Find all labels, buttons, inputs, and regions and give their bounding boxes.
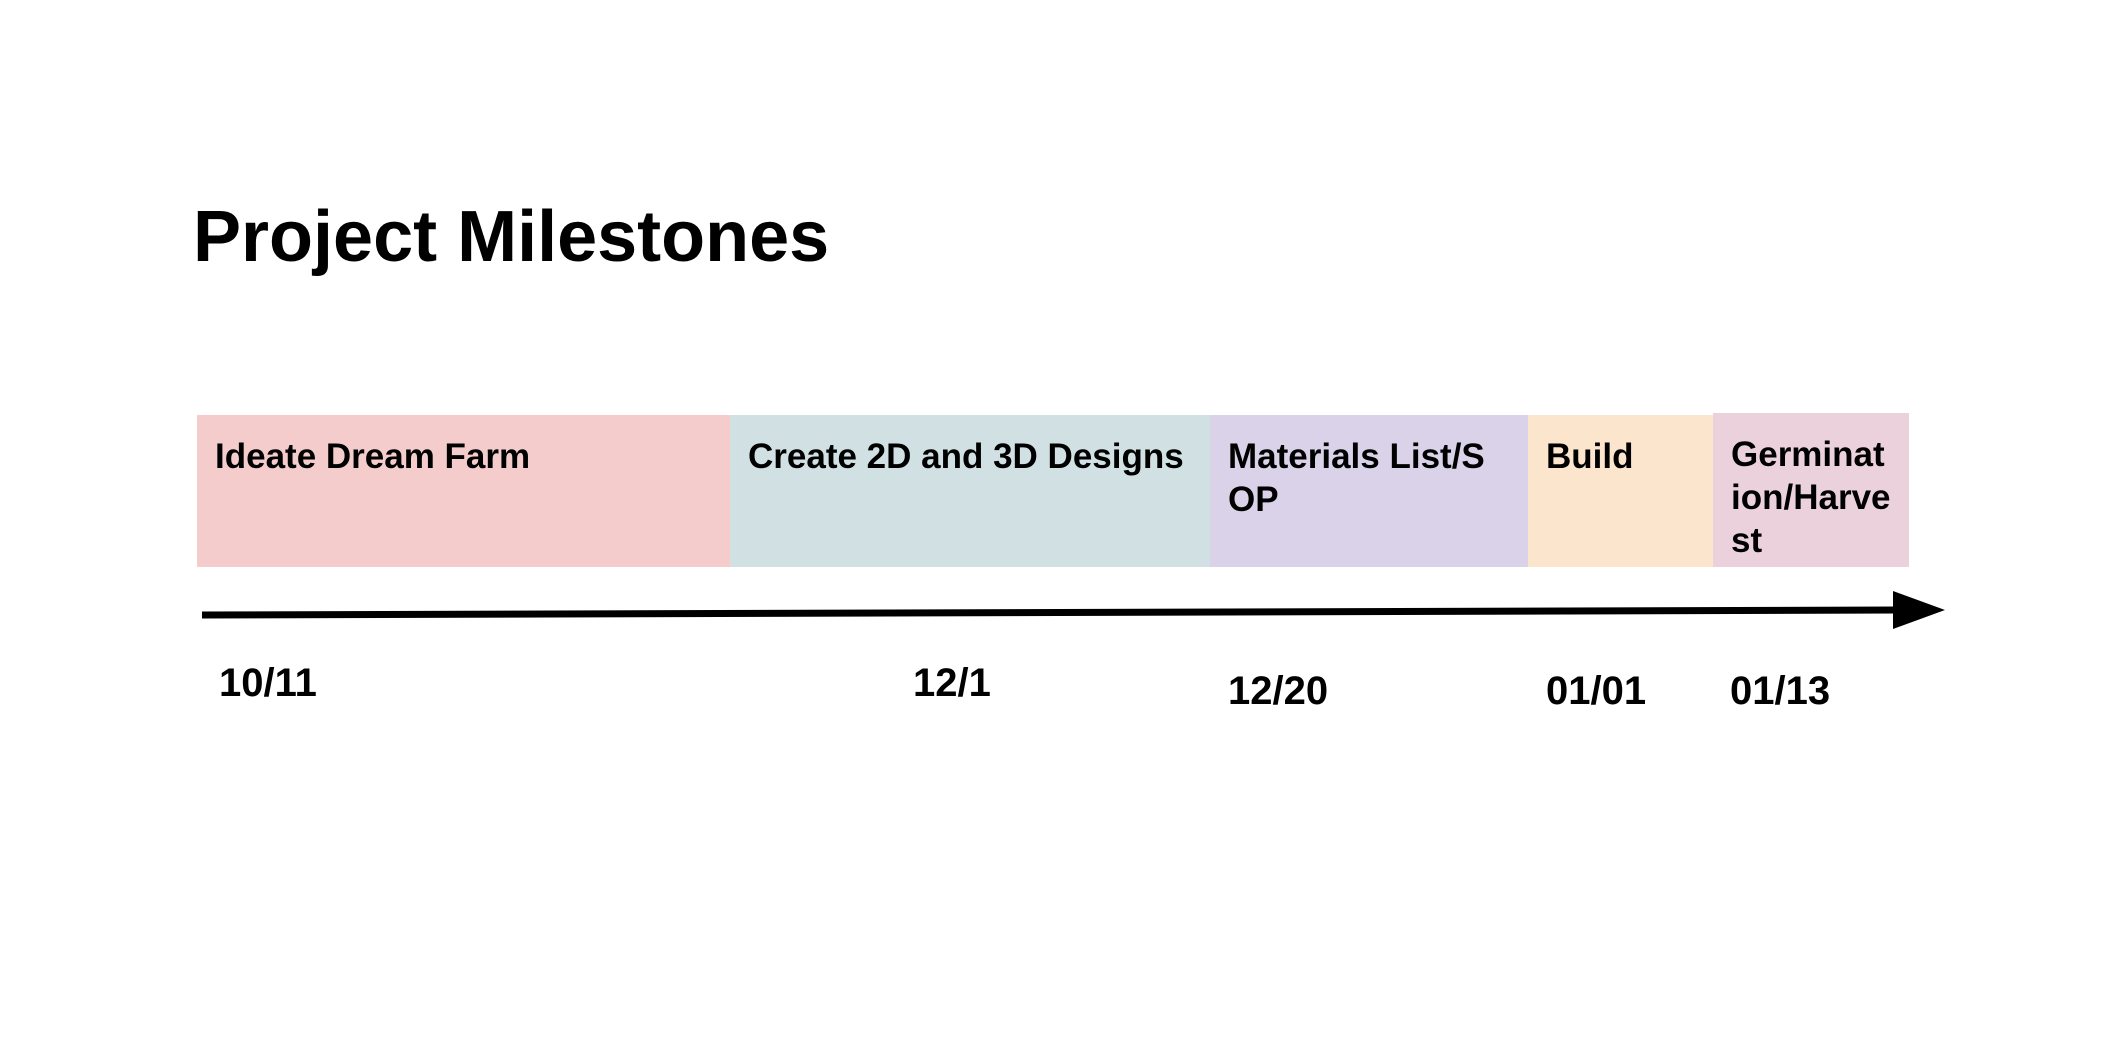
date-label: 10/11 bbox=[219, 661, 317, 705]
phase-label: Create 2D and 3D Designs bbox=[748, 437, 1184, 476]
phase-label: Ideate Dream Farm bbox=[215, 437, 531, 476]
phase-materials: Materials List/SOP bbox=[1210, 415, 1528, 567]
timeline-line bbox=[201, 606, 1901, 619]
date-label: 12/20 bbox=[1228, 669, 1329, 713]
phase-ideate: Ideate Dream Farm bbox=[197, 415, 730, 567]
phase-build: Build bbox=[1528, 415, 1713, 567]
page-title: Project Milestones bbox=[193, 197, 830, 277]
phase-label: Materials List/SOP bbox=[1228, 437, 1485, 519]
phase-label: Build bbox=[1546, 437, 1634, 476]
date-label: 01/01 bbox=[1546, 669, 1647, 713]
phase-label: Germination/Harvest bbox=[1731, 435, 1891, 560]
phase-germination: Germination/Harvest bbox=[1713, 413, 1909, 567]
date-label: 01/13 bbox=[1730, 669, 1831, 713]
phase-designs: Create 2D and 3D Designs bbox=[730, 415, 1210, 567]
date-label: 12/1 bbox=[913, 661, 991, 705]
arrow-head-icon bbox=[1893, 591, 1945, 629]
